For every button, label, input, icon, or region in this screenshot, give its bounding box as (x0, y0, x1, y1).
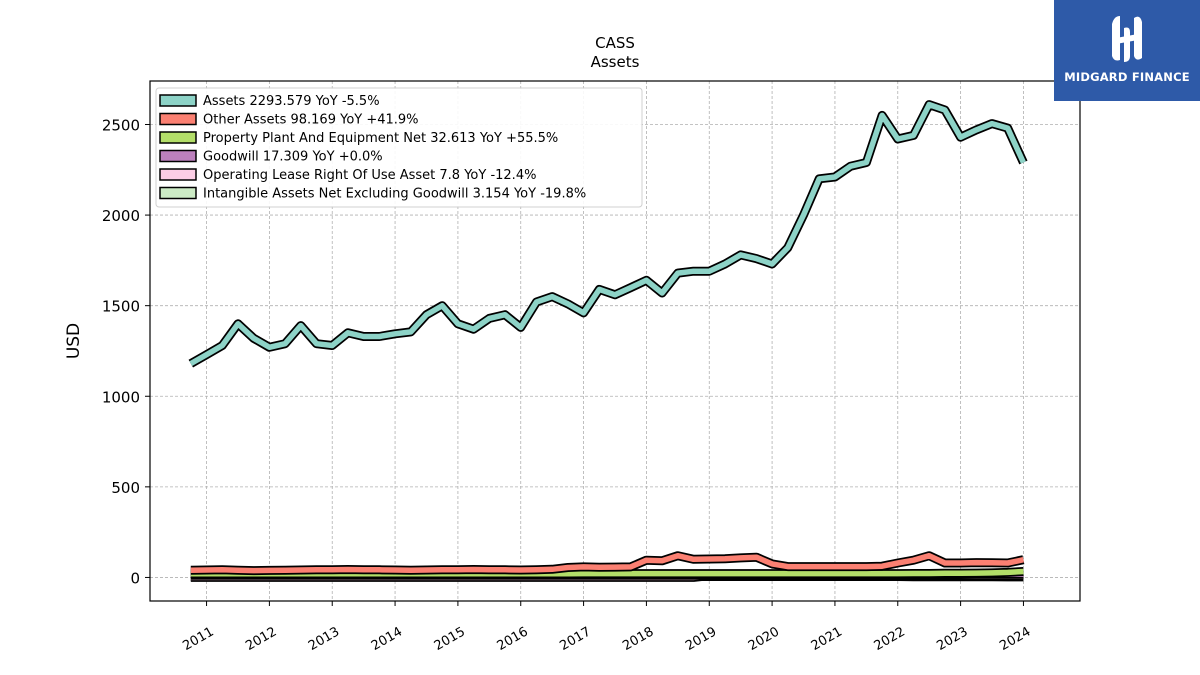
x-tick-label: 2016 (495, 624, 531, 654)
x-tick-label: 2020 (746, 624, 782, 654)
y-tick-label: 1000 (102, 388, 140, 406)
y-tick-label: 0 (130, 569, 140, 587)
x-tick-label: 2015 (432, 624, 468, 654)
legend-label: Other Assets 98.169 YoY +41.9% (203, 113, 419, 128)
legend-label: Intangible Assets Net Excluding Goodwill… (203, 187, 586, 202)
legend-label: Operating Lease Right Of Use Asset 7.8 Y… (203, 168, 536, 183)
series-line (189, 101, 1026, 366)
legend-swatch (159, 112, 197, 126)
x-tick-label: 2018 (620, 624, 656, 654)
legend-swatch (159, 149, 197, 163)
legend-swatch (159, 131, 197, 144)
logo-mark-icon (1112, 16, 1142, 62)
x-tick-label: 2011 (180, 624, 216, 654)
y-tick-label: 500 (111, 479, 140, 497)
legend-swatch (159, 168, 197, 181)
y-axis-label: USD (64, 323, 84, 359)
plot-frame (149, 80, 1081, 602)
chart-title: CASS (595, 34, 635, 52)
x-tick-label: 2021 (809, 624, 845, 654)
logo-text: MIDGARD FINANCE (1064, 70, 1190, 84)
series-line (190, 552, 1024, 574)
y-tick-label: 2500 (102, 116, 140, 134)
x-tick-label: 2023 (934, 624, 970, 654)
x-tick-label: 2014 (369, 624, 405, 654)
x-tick-label: 2012 (243, 624, 279, 654)
x-tick-label: 2017 (557, 624, 593, 654)
legend: Assets 2293.579 YoY -5.5% Other Assets 98… (155, 87, 643, 208)
legend-swatch (159, 94, 197, 107)
chart-subtitle: Assets (591, 53, 640, 71)
series-layer (188, 100, 1028, 582)
x-tick-label: 2024 (997, 624, 1033, 654)
x-tick-label: 2022 (872, 624, 908, 654)
legend-label: Assets 2293.579 YoY -5.5% (203, 94, 380, 109)
brand-logo: MIDGARD FINANCE (1054, 0, 1200, 101)
x-tick-label: 2013 (306, 624, 342, 654)
y-tick-label: 1500 (102, 298, 140, 316)
legend-label: Goodwill 17.309 YoY +0.0% (203, 150, 383, 165)
legend-label: Property Plant And Equipment Net 32.613 … (203, 131, 558, 146)
x-tick-label: 2019 (683, 624, 719, 654)
y-tick-label: 2000 (102, 207, 140, 225)
legend-swatch (159, 186, 197, 200)
legend-box (155, 87, 643, 208)
